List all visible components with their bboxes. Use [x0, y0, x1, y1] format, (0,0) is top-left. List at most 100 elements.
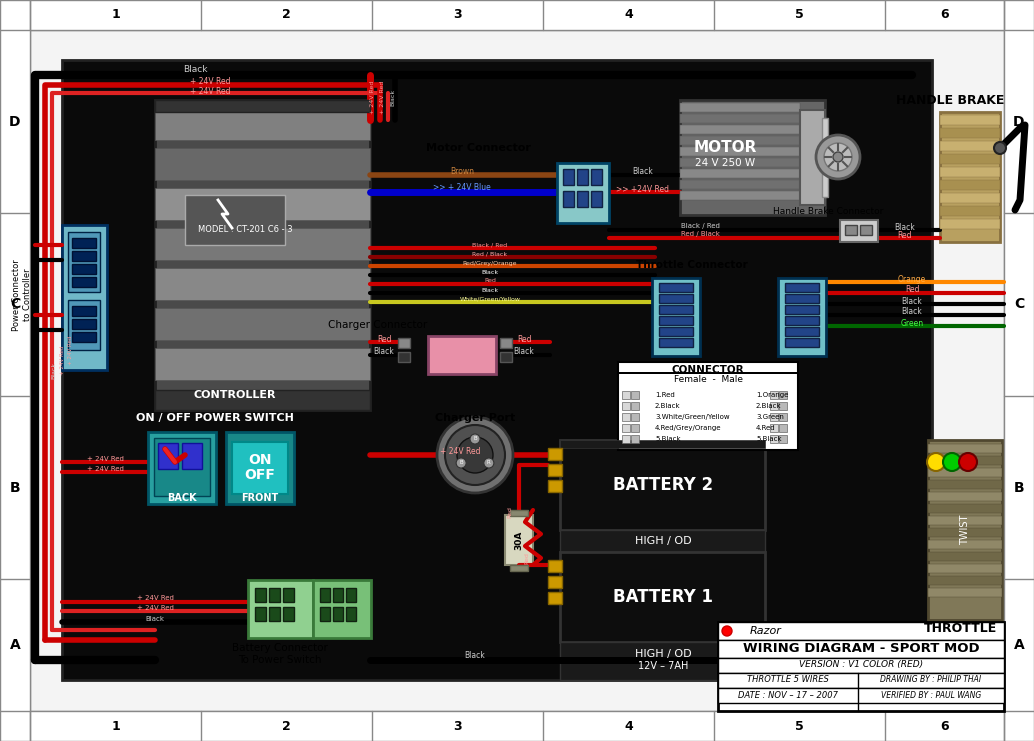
Bar: [927, 540, 1002, 549]
Text: B: B: [474, 436, 477, 442]
Text: Handle Brake Connector: Handle Brake Connector: [772, 207, 883, 216]
Bar: [155, 188, 370, 220]
Text: Black: Black: [902, 308, 922, 316]
Bar: [680, 147, 800, 156]
Bar: [770, 391, 778, 399]
Text: 2.Black: 2.Black: [756, 403, 782, 409]
Bar: [560, 552, 765, 642]
Text: + 24V Red: + 24V Red: [190, 87, 231, 96]
Text: Black / Red: Black / Red: [680, 223, 720, 229]
Bar: [631, 424, 639, 432]
Bar: [158, 443, 178, 469]
Text: 5.Black: 5.Black: [655, 436, 680, 442]
Bar: [510, 510, 528, 516]
Text: A: A: [1013, 638, 1025, 652]
Bar: [560, 440, 765, 530]
Text: Black: Black: [52, 362, 57, 379]
Text: + 24V Red: + 24V Red: [379, 80, 385, 113]
Bar: [0, 711, 1034, 741]
Text: Red / Black: Red / Black: [680, 231, 720, 237]
Bar: [631, 435, 639, 443]
Bar: [779, 435, 787, 443]
Bar: [785, 338, 819, 347]
Bar: [779, 402, 787, 410]
Bar: [320, 588, 330, 602]
Text: Red: Red: [508, 506, 513, 518]
Text: 4.Red: 4.Red: [756, 425, 776, 431]
Text: White/Green/Yellow: White/Green/Yellow: [459, 296, 520, 302]
Text: 30A: 30A: [515, 531, 523, 550]
Bar: [622, 424, 630, 432]
Bar: [155, 390, 370, 410]
Bar: [659, 283, 693, 292]
Text: 2: 2: [282, 720, 291, 733]
Bar: [680, 100, 825, 215]
Text: Throttle Connector: Throttle Connector: [636, 260, 748, 270]
Text: MOTOR: MOTOR: [694, 141, 757, 156]
Text: D: D: [9, 115, 21, 128]
Bar: [927, 468, 1002, 477]
Circle shape: [457, 437, 493, 473]
Bar: [631, 391, 639, 399]
Bar: [560, 530, 765, 552]
Text: 4: 4: [625, 8, 633, 21]
Text: 24 V 250 W: 24 V 250 W: [695, 158, 755, 168]
Bar: [622, 391, 630, 399]
Circle shape: [816, 135, 860, 179]
Bar: [770, 424, 778, 432]
Bar: [1004, 0, 1034, 741]
Bar: [631, 413, 639, 421]
Bar: [72, 332, 96, 342]
Text: CONTROLLER: CONTROLLER: [193, 390, 276, 400]
Text: OFF: OFF: [245, 468, 275, 482]
Text: Razor: Razor: [750, 626, 782, 636]
Bar: [779, 413, 787, 421]
Bar: [718, 688, 1004, 703]
Text: VERIFIED BY : PAUL WANG: VERIFIED BY : PAUL WANG: [881, 691, 981, 700]
Text: WIRING DIAGRAM - SPORT MOD: WIRING DIAGRAM - SPORT MOD: [742, 642, 979, 656]
Text: R: R: [487, 460, 491, 465]
Text: THROTTLE: THROTTLE: [923, 622, 997, 634]
Bar: [680, 103, 800, 112]
Text: Black: Black: [183, 65, 207, 75]
Bar: [927, 552, 1002, 561]
Bar: [680, 114, 800, 123]
Bar: [283, 588, 294, 602]
Bar: [618, 372, 798, 374]
Bar: [0, 0, 30, 741]
Bar: [845, 225, 857, 235]
Bar: [785, 305, 819, 314]
Bar: [255, 607, 266, 621]
Bar: [785, 294, 819, 303]
Text: 2.Black: 2.Black: [655, 403, 680, 409]
Bar: [940, 128, 1000, 138]
Bar: [680, 125, 800, 134]
Bar: [659, 305, 693, 314]
Bar: [591, 191, 602, 207]
Bar: [155, 228, 370, 260]
Bar: [927, 576, 1002, 585]
Text: Black: Black: [633, 167, 653, 176]
Bar: [548, 480, 562, 492]
Bar: [659, 338, 693, 347]
Bar: [778, 278, 826, 356]
Text: D: D: [1013, 115, 1025, 128]
Bar: [155, 148, 370, 180]
Text: + 24V Red: + 24V Red: [87, 456, 123, 462]
Text: 6: 6: [940, 720, 949, 733]
Text: ON / OFF POWER SWITCH: ON / OFF POWER SWITCH: [136, 413, 294, 423]
Text: 5: 5: [795, 8, 803, 21]
Bar: [72, 264, 96, 274]
Bar: [659, 294, 693, 303]
Text: Black: Black: [482, 270, 498, 274]
Bar: [155, 108, 370, 140]
Bar: [631, 402, 639, 410]
Text: Red: Red: [898, 230, 912, 239]
Bar: [940, 206, 1000, 216]
Bar: [940, 219, 1000, 229]
Text: Charger Connector: Charger Connector: [329, 320, 428, 330]
Bar: [927, 456, 1002, 465]
Bar: [800, 110, 825, 205]
Bar: [548, 448, 562, 460]
Text: HANDLE BRAKE: HANDLE BRAKE: [895, 93, 1004, 107]
